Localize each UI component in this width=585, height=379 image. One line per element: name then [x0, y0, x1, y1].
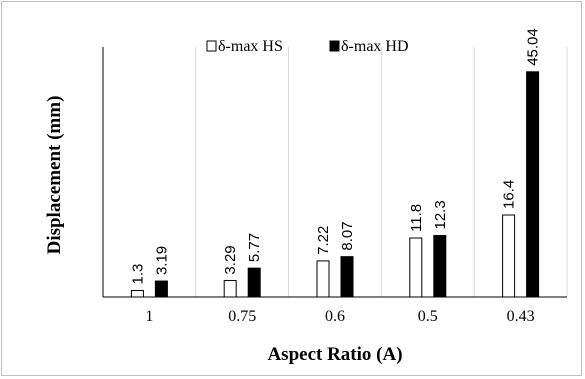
x-axis-title: Aspect Ratio (A)	[267, 344, 402, 365]
value-label-hd: 8.07	[339, 221, 356, 250]
value-label-hd: 5.77	[246, 233, 263, 262]
bar-hs-0.43	[502, 214, 516, 298]
bar-hd-0.43	[526, 71, 540, 298]
x-tick-label: 0.6	[325, 308, 345, 325]
value-label-hs: 16.4	[501, 180, 518, 209]
bar-hd-0.5	[433, 235, 447, 298]
bar-hd-0.75	[247, 267, 261, 298]
value-label-hd: 45.04	[525, 28, 542, 66]
bar-hs-1	[130, 290, 144, 298]
bar-hs-0.5	[409, 237, 423, 298]
bar-hd-1	[154, 280, 168, 298]
value-label-hs: 3.29	[222, 245, 239, 274]
x-tick-label: 0.5	[418, 308, 438, 325]
legend-swatch-hd	[329, 40, 340, 52]
bars-group	[130, 71, 540, 298]
x-tick-labels: 1 0.75 0.6 0.5 0.43	[145, 308, 534, 325]
x-tick-label: 1	[145, 308, 153, 325]
value-label-hd: 12.3	[432, 200, 449, 229]
value-labels-group: 1.3 3.19 3.29 5.77 7.22 8.07 11.8 12.3 16.4 45.04	[129, 28, 541, 284]
y-axis-title: Displacement (mm)	[44, 96, 65, 255]
value-label-hs: 1.3	[129, 264, 146, 285]
value-label-hs: 11.8	[408, 204, 425, 232]
grid-lines	[195, 47, 568, 297]
legend: δ-max HS δ-max HD	[206, 38, 409, 55]
value-label-hd: 3.19	[153, 246, 170, 275]
legend-label-hd: δ-max HD	[341, 38, 409, 55]
bar-hs-0.6	[316, 260, 330, 298]
legend-swatch-hs	[206, 40, 217, 52]
x-tick-label: 0.75	[228, 308, 256, 325]
value-label-hs: 7.22	[315, 226, 332, 255]
bar-hd-0.6	[340, 256, 354, 298]
bar-hs-0.75	[223, 280, 237, 298]
legend-label-hs: δ-max HS	[218, 38, 283, 55]
x-tick-label: 0.43	[507, 308, 535, 325]
